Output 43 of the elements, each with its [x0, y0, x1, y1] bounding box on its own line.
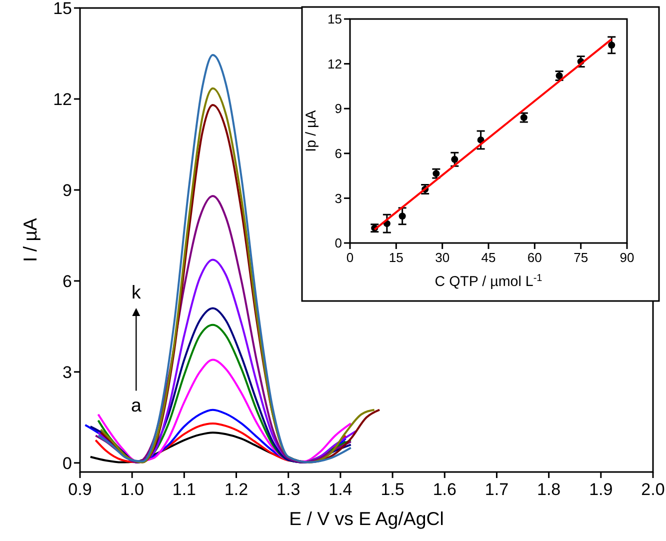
x-axis-title: E / V vs E Ag/AgCl — [289, 508, 444, 529]
x-tick-label: 1.9 — [589, 480, 613, 499]
point — [451, 156, 458, 163]
annotation: a — [130, 394, 142, 416]
x-tick-label: 1.0 — [120, 480, 144, 499]
y-tick-label: 15 — [328, 12, 342, 27]
y-tick-label: 9 — [62, 180, 72, 200]
y-tick-label: 6 — [334, 146, 342, 161]
x-tick-label: 15 — [388, 250, 404, 265]
x-tick-label: 0.9 — [68, 480, 92, 499]
y-axis-title: I / µA — [20, 217, 41, 262]
x-tick-label: 75 — [574, 250, 588, 265]
y-axis-title: Ip / µA — [303, 110, 320, 152]
x-tick-label: 1.5 — [380, 480, 404, 499]
point — [398, 212, 406, 220]
x-tick-label: 1.1 — [172, 480, 196, 499]
x-tick-label: 30 — [435, 250, 450, 265]
x-tick-label: 1.2 — [224, 480, 248, 499]
line-series — [94, 195, 352, 464]
x-tick-label: 90 — [620, 250, 634, 265]
y-tick-label: 12 — [328, 56, 342, 72]
x-tick-label: 1.4 — [328, 480, 352, 499]
y-tick-label: 0 — [62, 454, 72, 473]
x-tick-label: 0 — [346, 250, 354, 265]
x-tick-label: 2.0 — [641, 480, 665, 499]
x-tick-label: 60 — [527, 250, 542, 265]
x-tick-label: 1.6 — [432, 480, 456, 499]
x-tick-label: 1.8 — [537, 480, 561, 499]
x-tick-label: 45 — [481, 250, 496, 265]
y-tick-label: 15 — [53, 0, 72, 18]
y-tick-label: 3 — [62, 362, 72, 382]
x-tick-label: 1.3 — [276, 480, 300, 499]
x-tick-label: 1.7 — [484, 480, 509, 499]
x-axis-title: C QTP / µmol L$^{-1}$ — [434, 272, 543, 290]
y-tick-label: 3 — [334, 190, 342, 206]
y-tick-label: 9 — [334, 101, 342, 116]
point — [608, 42, 616, 49]
line-series — [97, 54, 352, 464]
line-series — [97, 358, 352, 462]
annotation: k — [131, 282, 142, 303]
y-tick-label: 0 — [334, 236, 342, 251]
y-tick-label: 6 — [62, 272, 72, 291]
y-tick-label: 12 — [53, 90, 72, 109]
